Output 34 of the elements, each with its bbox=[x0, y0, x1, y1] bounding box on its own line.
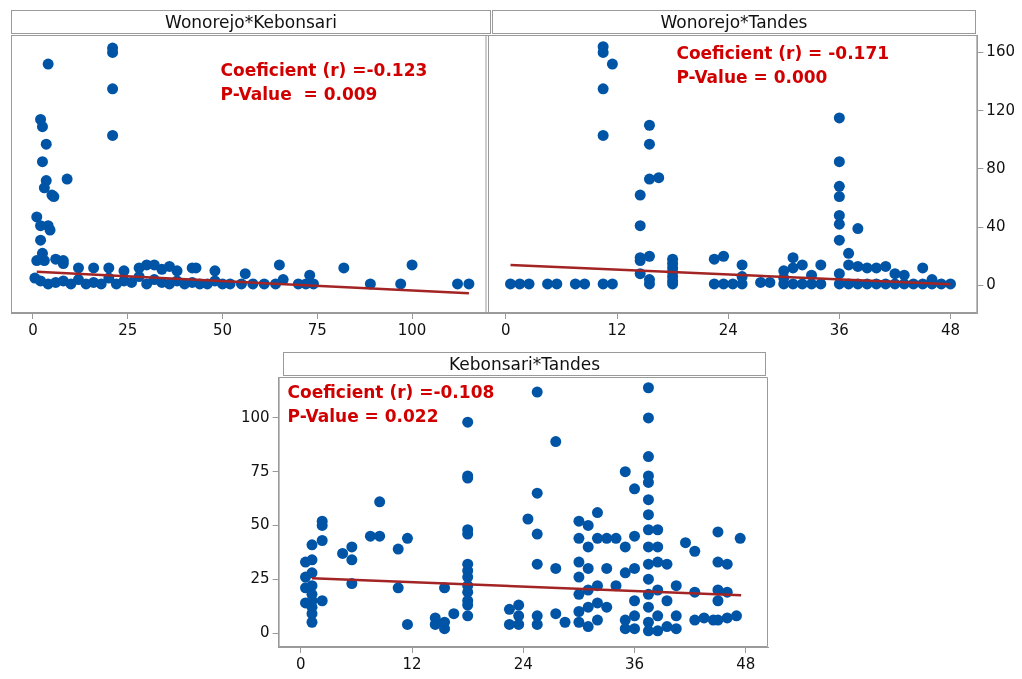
y-tick-label: 80 bbox=[986, 158, 1006, 177]
annotation: Coeficient (r) =-0.123 bbox=[220, 59, 428, 80]
x-tick-label: 75 bbox=[307, 320, 327, 339]
y-tick-label: 40 bbox=[986, 217, 1006, 236]
x-tick-label: 12 bbox=[402, 654, 422, 673]
x-tick-label: 24 bbox=[513, 654, 533, 673]
y-tick-label: 0 bbox=[986, 275, 996, 294]
y-tick-label: 160 bbox=[986, 42, 1016, 61]
x-tick-label: 48 bbox=[940, 320, 961, 339]
x-tick-label: 50 bbox=[212, 320, 233, 339]
annotation: P-Value = 0.022 bbox=[287, 406, 439, 427]
y-tick-label: 100 bbox=[240, 407, 270, 426]
x-tick-label: 36 bbox=[624, 654, 645, 673]
annotation: Coeficient (r) =-0.108 bbox=[287, 382, 495, 403]
chart-title: Wonorejo*Kebonsari bbox=[11, 10, 491, 34]
annotation: Coeficient (r) = -0.171 bbox=[676, 43, 890, 64]
x-tick-label: 24 bbox=[718, 320, 738, 339]
chart-title: Kebonsari*Tandes bbox=[283, 352, 766, 376]
x-tick-label: 36 bbox=[829, 320, 849, 339]
y-tick-label: 75 bbox=[250, 461, 270, 480]
x-tick-label: 48 bbox=[736, 654, 756, 673]
x-tick-label: 0 bbox=[296, 654, 306, 673]
y-tick-label: 120 bbox=[986, 100, 1016, 119]
x-tick-label: 25 bbox=[118, 320, 138, 339]
y-tick-label: 50 bbox=[250, 515, 270, 534]
x-tick-label: 0 bbox=[501, 320, 511, 339]
x-tick-label: 0 bbox=[28, 320, 38, 339]
annotation: P-Value = 0.000 bbox=[676, 67, 828, 88]
x-tick-label: 12 bbox=[607, 320, 627, 339]
chart-title: Wonorejo*Tandes bbox=[492, 10, 976, 34]
annotation: P-Value = 0.009 bbox=[220, 83, 378, 104]
y-tick-label: 25 bbox=[250, 569, 270, 588]
y-tick-label: 0 bbox=[260, 622, 270, 641]
x-tick-label: 100 bbox=[397, 320, 427, 339]
